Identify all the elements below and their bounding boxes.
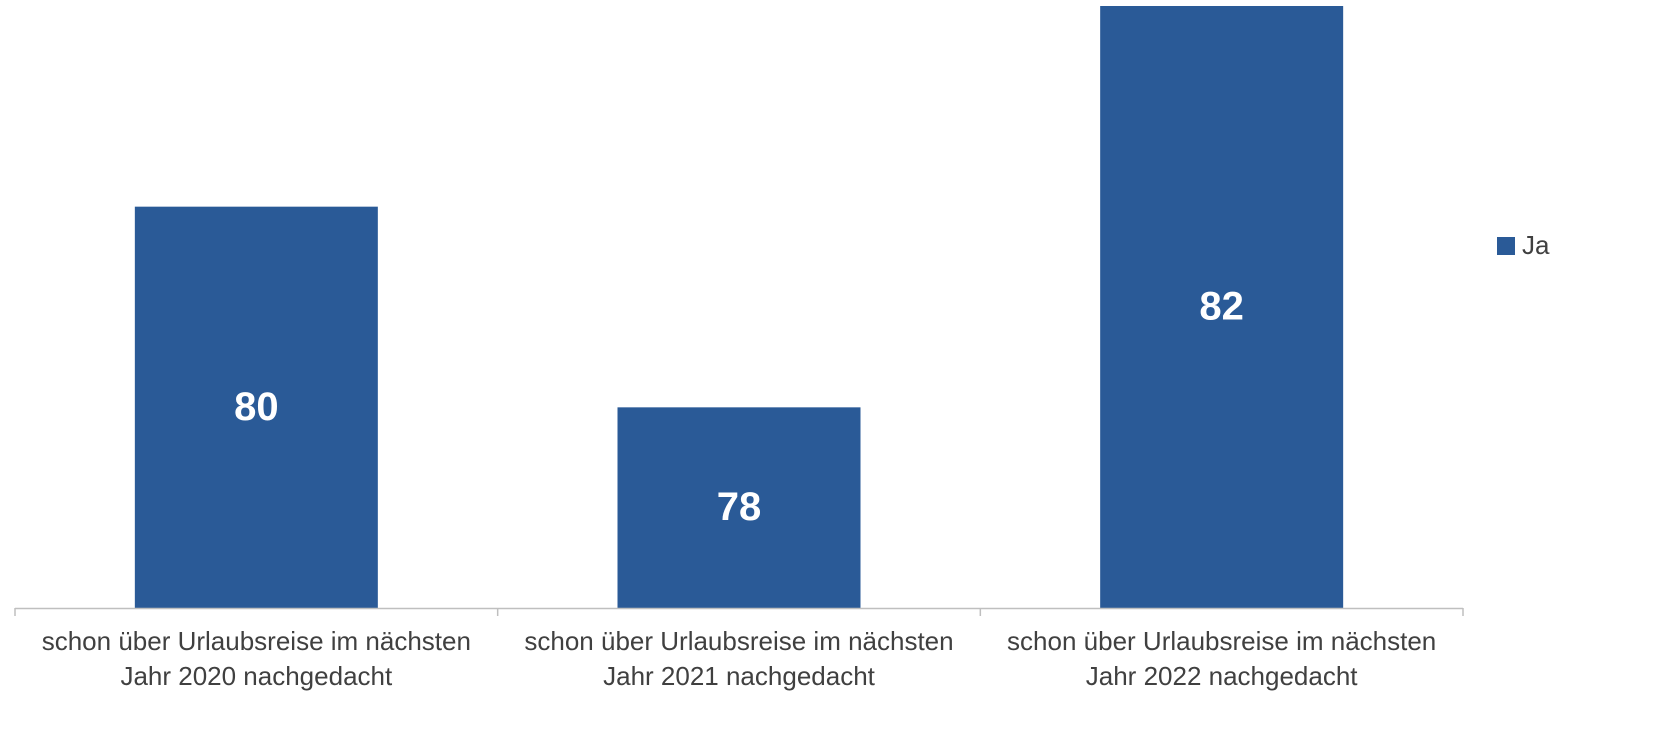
x-tick-label: schon über Urlaubsreise im nächsten Jahr… <box>1007 626 1437 691</box>
bar <box>134 206 378 608</box>
bar <box>1100 6 1344 608</box>
legend-label: Ja <box>1522 230 1550 260</box>
data-label: 80 <box>234 385 279 429</box>
bar <box>617 407 861 608</box>
data-label: 82 <box>1199 285 1244 329</box>
x-tick-label: schon über Urlaubsreise im nächsten Jahr… <box>41 626 471 691</box>
data-label: 78 <box>717 485 762 529</box>
x-tick-label: schon über Urlaubsreise im nächsten Jahr… <box>524 626 954 691</box>
legend-swatch <box>1497 237 1515 255</box>
